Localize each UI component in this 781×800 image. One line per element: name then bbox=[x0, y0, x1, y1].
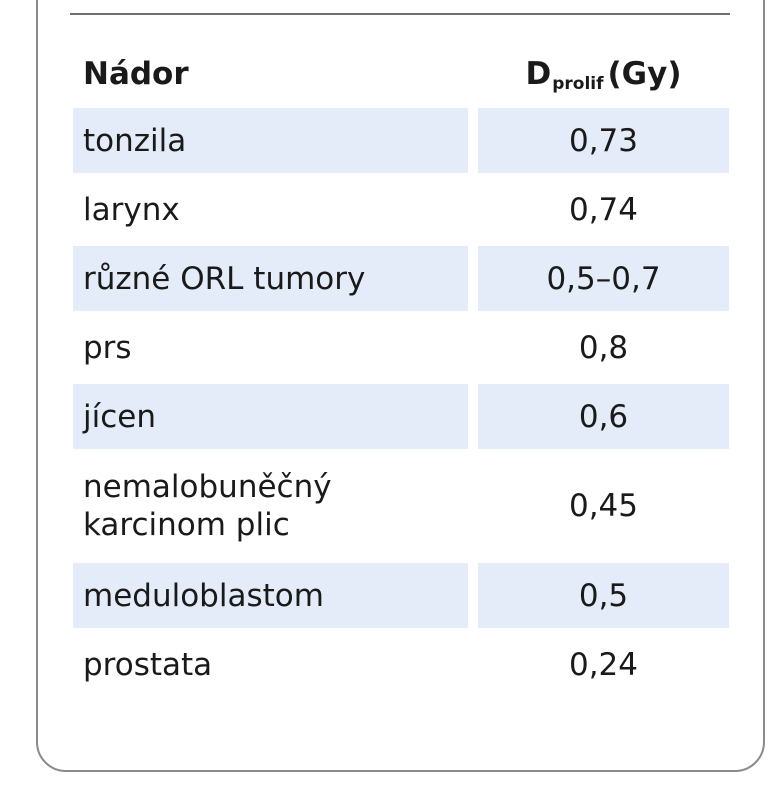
dose-value: 0,5 bbox=[478, 563, 729, 628]
tumor-name: prostata bbox=[83, 646, 213, 683]
tumor-name: tonzila bbox=[73, 108, 468, 173]
dose-value: 0,6 bbox=[478, 384, 729, 449]
dose-value: 0,24 bbox=[568, 646, 639, 683]
tumor-name: prs bbox=[83, 329, 132, 366]
tumor-name: jícen bbox=[73, 384, 468, 449]
table-row: larynx 0,74 bbox=[73, 177, 729, 242]
tumor-name: larynx bbox=[83, 191, 180, 228]
dose-value: 0,8 bbox=[578, 329, 629, 366]
table-row: různé ORL tumory 0,5–0,7 bbox=[73, 246, 729, 311]
table-row: meduloblastom 0,5 bbox=[73, 563, 729, 628]
dose-value: 0,45 bbox=[568, 488, 639, 524]
table-row: prs 0,8 bbox=[73, 315, 729, 380]
table-row: tonzila 0,73 bbox=[73, 108, 729, 173]
dose-value: 0,74 bbox=[568, 191, 639, 228]
table-row: prostata 0,24 bbox=[73, 632, 729, 697]
header-dose-unit: (Gy) bbox=[607, 55, 682, 92]
table-row: nemalobuněčný karcinom plic 0,45 bbox=[73, 453, 729, 559]
table-row: jícen 0,6 bbox=[73, 384, 729, 449]
tumor-name: meduloblastom bbox=[73, 563, 468, 628]
top-rule-divider bbox=[70, 13, 730, 15]
header-dose-subscript: prolif bbox=[552, 73, 604, 94]
header-tumor: Nádor bbox=[83, 55, 189, 92]
header-dose-symbol: D bbox=[525, 55, 552, 92]
dose-value: 0,5–0,7 bbox=[478, 246, 729, 311]
table-frame bbox=[36, 0, 765, 772]
tumor-name: nemalobuněčný karcinom plic bbox=[83, 469, 332, 543]
tumor-name: různé ORL tumory bbox=[73, 246, 468, 311]
dose-value: 0,73 bbox=[478, 108, 729, 173]
